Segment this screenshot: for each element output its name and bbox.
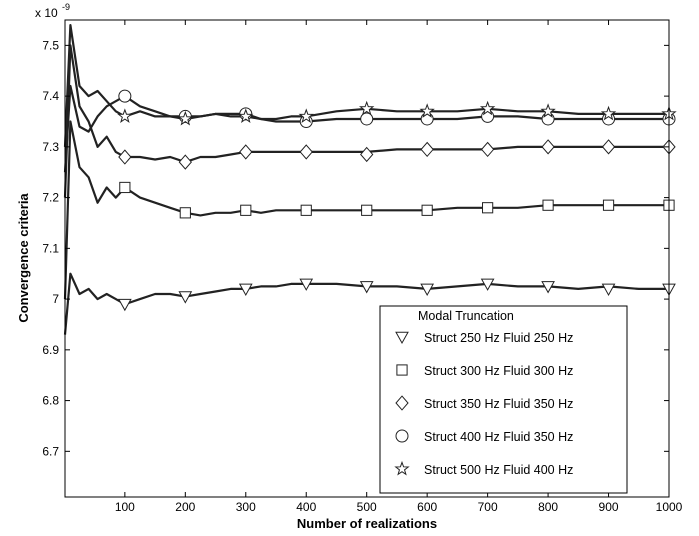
x-tick-label: 300 — [236, 500, 256, 514]
series-4-point — [482, 110, 494, 122]
y-exponent-base: x 10 — [35, 6, 58, 20]
series-3-point — [361, 148, 373, 162]
x-axis-label: Number of realizations — [297, 516, 437, 531]
series-2-point — [301, 205, 311, 215]
legend-entry-5: Struct 500 Hz Fluid 400 Hz — [424, 463, 573, 477]
legend: Modal Truncation Struct 250 Hz Fluid 250… — [380, 306, 627, 493]
series-2-point — [120, 182, 130, 192]
series-3-point — [542, 140, 554, 154]
series-1-point — [179, 292, 191, 303]
x-tick-label: 500 — [357, 500, 377, 514]
x-tick-label: 1000 — [656, 500, 683, 514]
legend-title: Modal Truncation — [418, 309, 514, 323]
series-2-point — [422, 205, 432, 215]
y-tick-label: 7.5 — [42, 38, 59, 52]
legend-entry-4: Struct 400 Hz Fluid 350 Hz — [424, 430, 573, 444]
series-markers — [119, 90, 676, 310]
series-line-5 — [65, 25, 669, 147]
x-tick-label: 200 — [175, 500, 195, 514]
y-tick-label: 7.4 — [42, 89, 59, 103]
series-4-point — [542, 113, 554, 125]
y-tick-label: 7.3 — [42, 140, 59, 154]
series-1-point — [603, 284, 615, 295]
series-3-point — [421, 142, 433, 156]
legend-entry-2: Struct 300 Hz Fluid 300 Hz — [424, 364, 573, 378]
series-5-point — [360, 102, 373, 114]
y-tick-label: 7.1 — [42, 241, 59, 255]
series-5-point — [119, 110, 132, 122]
y-tick-label: 6.7 — [42, 444, 59, 458]
series-3-point — [300, 145, 312, 159]
series-3-point — [119, 150, 131, 164]
x-tick-label: 800 — [538, 500, 558, 514]
y-tick-label: 6.9 — [42, 343, 59, 357]
x-tick-label: 100 — [115, 500, 135, 514]
series-2-point — [483, 203, 493, 213]
legend-marker-4 — [396, 430, 408, 442]
legend-entry-1: Struct 250 Hz Fluid 250 Hz — [424, 331, 573, 345]
x-tick-label: 400 — [296, 500, 316, 514]
series-1-point — [119, 299, 131, 310]
series-4-point — [421, 113, 433, 125]
y-tick-label: 6.8 — [42, 394, 59, 408]
series-3-point — [179, 155, 191, 169]
x-tick-label: 600 — [417, 500, 437, 514]
x-tick-label: 700 — [478, 500, 498, 514]
x-tick-label: 900 — [599, 500, 619, 514]
y-exponent-label: x 10 -9 — [35, 2, 70, 20]
y-axis-label: Convergence criteria — [16, 193, 31, 323]
series-3-point — [482, 142, 494, 156]
y-tick-label: 7.2 — [42, 191, 59, 205]
y-tick-label: 7 — [52, 292, 59, 306]
series-2-point — [603, 200, 613, 210]
legend-entry-3: Struct 350 Hz Fluid 350 Hz — [424, 397, 573, 411]
series-2-point — [362, 205, 372, 215]
series-4-point — [119, 90, 131, 102]
series-3-point — [603, 140, 615, 154]
series-2-point — [241, 205, 251, 215]
legend-marker-2 — [397, 365, 407, 375]
series-2-point — [543, 200, 553, 210]
y-exponent-power: -9 — [62, 2, 70, 12]
series-3-point — [240, 145, 252, 159]
series-2-point — [180, 208, 190, 218]
